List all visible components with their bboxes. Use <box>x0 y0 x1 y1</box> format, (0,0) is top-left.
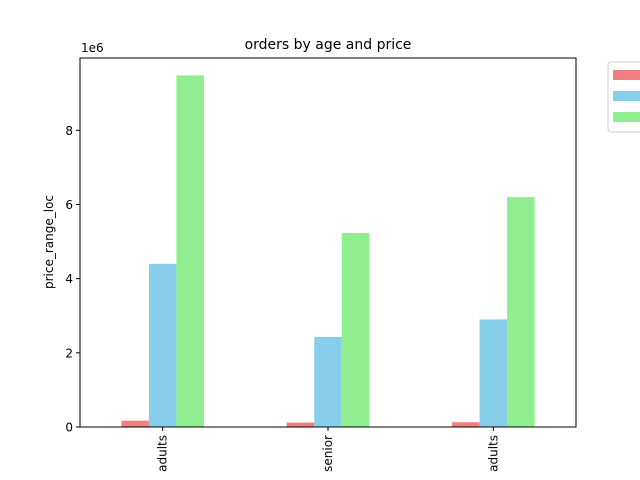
bar <box>148 263 177 427</box>
bar <box>479 319 508 427</box>
y-axis-offset-label: 1e6 <box>81 41 104 55</box>
bars-group <box>121 75 535 428</box>
bar <box>314 336 342 427</box>
y-axis-label: price_range_loc <box>42 195 56 289</box>
y-axis: 0 2 4 6 8 <box>65 124 80 435</box>
legend-swatch <box>613 112 640 122</box>
bar <box>121 420 149 427</box>
bar <box>452 422 480 427</box>
y-tick-label: 6 <box>65 198 73 212</box>
x-tick-label: adults <box>486 435 500 472</box>
legend-swatch <box>613 70 640 80</box>
y-tick-label: 4 <box>65 272 73 286</box>
chart-title: orders by age and price <box>245 37 412 53</box>
y-tick-label: 0 <box>65 421 73 435</box>
x-axis: adults senior adults <box>156 427 500 472</box>
x-tick-label: adults <box>156 435 170 472</box>
y-tick-label: 8 <box>65 124 73 138</box>
bar <box>176 75 204 428</box>
y-tick-label: 2 <box>65 346 73 360</box>
x-tick-label: senior <box>321 435 335 472</box>
bar <box>507 197 535 427</box>
legend-swatch <box>613 91 640 101</box>
bar <box>341 233 370 427</box>
bar <box>286 422 315 427</box>
legend <box>607 61 640 133</box>
